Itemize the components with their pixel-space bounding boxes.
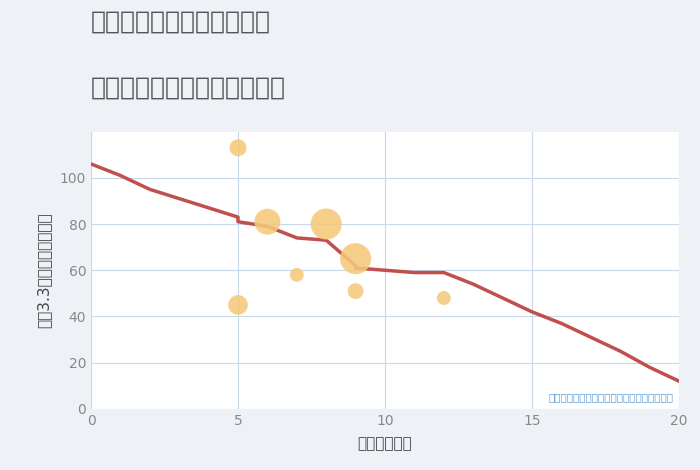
Text: 円の大きさは、取引のあった物件面積を示す: 円の大きさは、取引のあった物件面積を示す (548, 392, 673, 402)
Point (350, 287, 361, 295)
Point (232, 301, 244, 309)
Point (262, 218, 273, 226)
Point (291, 271, 302, 279)
Text: 福岡県太宰府市観世音寺の: 福岡県太宰府市観世音寺の (91, 9, 271, 33)
Y-axis label: 坪（3.3㎡）単価（万円）: 坪（3.3㎡）単価（万円） (36, 212, 51, 328)
Point (232, 144, 244, 151)
Text: 駅距離別中古マンション価格: 駅距離別中古マンション価格 (91, 75, 286, 99)
Point (350, 255, 361, 262)
X-axis label: 駅距離（分）: 駅距離（分） (358, 436, 412, 451)
Point (321, 220, 332, 228)
Point (438, 294, 449, 302)
